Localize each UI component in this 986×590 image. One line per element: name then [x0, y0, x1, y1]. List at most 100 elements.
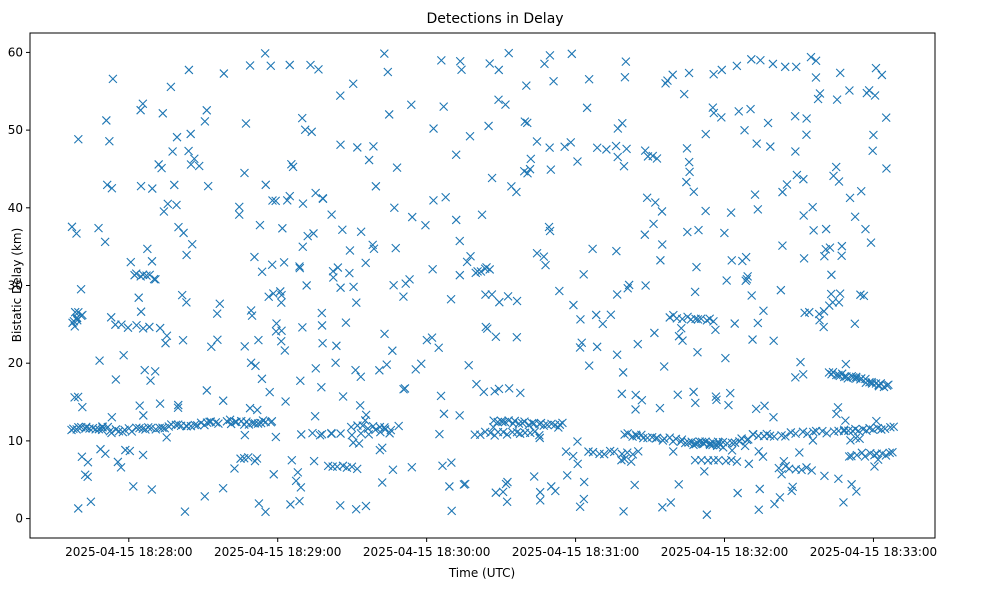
detection-marker	[503, 292, 513, 301]
detection-marker	[269, 469, 279, 479]
detection-marker	[271, 196, 281, 206]
detection-marker	[873, 455, 883, 465]
detection-marker	[491, 488, 501, 498]
detection-marker	[211, 417, 221, 427]
detection-marker	[257, 267, 267, 277]
detection-marker	[455, 270, 465, 280]
detection-marker	[182, 421, 192, 431]
detection-marker	[808, 427, 818, 437]
detection-marker	[295, 263, 305, 273]
detection-marker	[619, 507, 628, 516]
detection-marker	[612, 290, 622, 299]
detection-marker	[740, 125, 749, 135]
detection-marker	[724, 400, 733, 410]
detection-marker	[306, 60, 315, 70]
detection-marker	[351, 298, 361, 308]
detection-marker	[705, 314, 715, 324]
detection-marker	[434, 343, 444, 353]
detection-marker	[337, 225, 347, 235]
detection-marker	[268, 289, 278, 298]
detection-marker	[750, 190, 760, 200]
detection-marker	[132, 320, 141, 330]
detection-marker	[657, 240, 667, 249]
detection-marker	[406, 100, 416, 110]
detection-marker	[717, 65, 727, 75]
detection-marker	[584, 74, 594, 84]
detection-marker	[751, 404, 761, 414]
detection-marker	[862, 88, 872, 98]
detection-marker	[107, 183, 117, 193]
detection-marker	[281, 397, 290, 406]
y-tick-label: 20	[8, 356, 23, 370]
y-tick-label: 60	[8, 45, 23, 59]
detection-marker	[172, 132, 182, 142]
detection-marker	[288, 162, 298, 172]
detection-marker	[462, 257, 472, 267]
detection-marker	[182, 250, 191, 260]
detection-marker	[834, 298, 844, 307]
detection-marker	[107, 428, 116, 438]
detection-marker	[108, 74, 118, 84]
detection-marker	[261, 180, 271, 190]
detection-marker	[792, 170, 802, 180]
detection-marker	[341, 318, 351, 327]
detection-marker	[184, 65, 194, 75]
detection-marker	[268, 196, 277, 205]
detection-marker	[649, 328, 659, 338]
detection-marker	[753, 318, 763, 328]
detection-marker	[870, 462, 879, 471]
detection-marker	[389, 280, 399, 290]
detection-marker	[657, 207, 667, 216]
detection-marker	[252, 454, 262, 463]
detection-marker	[869, 130, 878, 140]
detection-marker	[861, 374, 870, 384]
detection-marker	[744, 459, 754, 469]
detection-marker	[754, 505, 764, 515]
detection-marker	[117, 320, 126, 330]
y-axis-title: Bistatic Delay (km)	[10, 228, 24, 343]
detection-marker	[558, 418, 567, 428]
detection-marker	[545, 50, 555, 60]
detection-marker	[439, 102, 449, 111]
detection-marker	[539, 421, 549, 431]
detection-marker	[405, 274, 414, 284]
detection-marker	[721, 456, 731, 466]
detection-marker	[254, 499, 264, 508]
detection-marker	[752, 139, 762, 148]
detection-marker	[101, 116, 111, 125]
detection-marker	[107, 412, 117, 422]
detection-marker	[868, 425, 878, 435]
detection-marker	[746, 104, 755, 114]
detection-marker	[488, 422, 498, 432]
detection-marker	[73, 392, 83, 402]
detection-marker	[138, 450, 148, 460]
detection-marker	[154, 160, 164, 169]
detection-marker	[422, 335, 432, 345]
detection-marker	[336, 140, 345, 150]
detection-marker	[218, 483, 228, 493]
detection-marker	[271, 326, 281, 336]
detection-marker	[889, 422, 899, 432]
detection-marker	[455, 410, 465, 420]
detection-marker	[867, 379, 877, 388]
detection-marker	[494, 95, 503, 105]
detection-marker	[522, 118, 532, 128]
detection-marker	[694, 225, 703, 235]
detection-marker	[257, 374, 267, 384]
detection-marker	[546, 482, 556, 491]
detection-marker	[582, 103, 592, 113]
detection-marker	[673, 390, 683, 400]
detection-marker	[802, 130, 811, 140]
x-axis-title: Time (UTC)	[448, 566, 515, 580]
detection-marker	[255, 220, 265, 230]
detection-marker	[311, 188, 321, 198]
detection-marker	[389, 203, 399, 213]
detection-marker	[286, 500, 295, 509]
detection-marker	[73, 134, 83, 144]
y-tick-label: 50	[8, 123, 23, 137]
detection-marker	[111, 375, 121, 384]
detection-marker	[291, 476, 301, 486]
detection-marker	[347, 430, 357, 440]
detection-marker	[885, 448, 895, 458]
detection-marker	[778, 241, 787, 251]
